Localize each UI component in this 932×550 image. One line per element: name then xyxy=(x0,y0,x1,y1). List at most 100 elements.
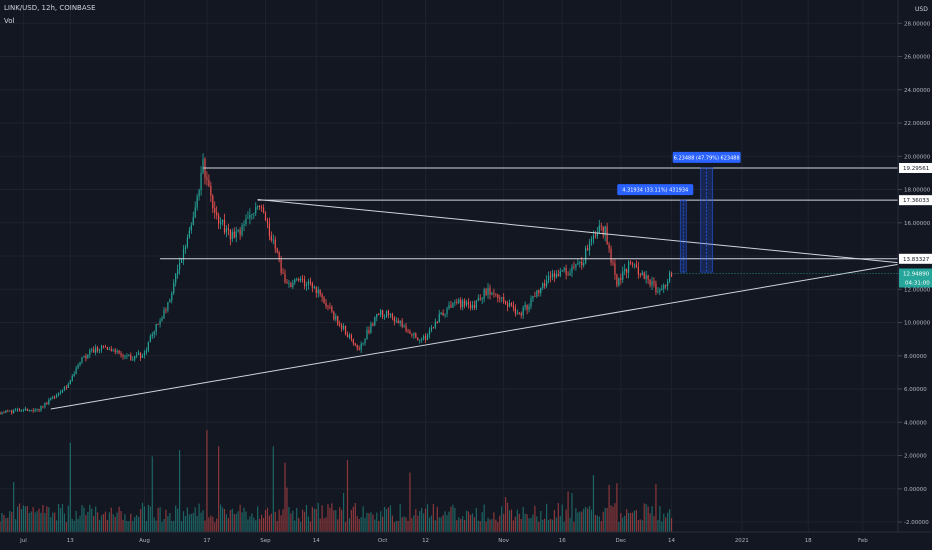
candle-body xyxy=(462,300,464,308)
trendlines[interactable] xyxy=(50,167,899,410)
candle-body xyxy=(257,206,259,208)
candle-body xyxy=(356,344,358,349)
candle-body xyxy=(354,343,356,345)
candle-body xyxy=(446,308,448,314)
projection-ranges[interactable]: 4.31934 (33.11%) 431934 6.23488 (47.79%) … xyxy=(617,151,741,273)
volume-bar xyxy=(663,513,665,532)
candle-body xyxy=(186,237,189,247)
candle-body xyxy=(229,229,231,240)
candle-body xyxy=(649,279,651,286)
volume-bar xyxy=(587,508,589,532)
candle-body xyxy=(132,359,134,361)
x-tick-label: Sep xyxy=(260,538,271,544)
volume-bar xyxy=(61,504,64,532)
volume-bar xyxy=(670,518,673,532)
candle-body xyxy=(495,293,497,295)
volume-bar xyxy=(454,507,456,532)
candle-body xyxy=(225,228,228,233)
candle-body xyxy=(450,305,452,308)
candle-body xyxy=(108,349,110,351)
volume-bar xyxy=(413,515,415,532)
volume-bar xyxy=(130,513,132,532)
volume-bar xyxy=(5,518,7,532)
volume-bar xyxy=(237,511,239,532)
candle-body xyxy=(260,206,263,208)
candle-body xyxy=(67,384,69,388)
candle-body xyxy=(272,239,274,241)
currency-label[interactable]: USD xyxy=(915,6,928,13)
candle-body xyxy=(317,289,319,294)
candle-body xyxy=(100,346,103,350)
candle-body xyxy=(571,266,573,273)
projection-label[interactable]: 6.23488 (47.79%) 623488 xyxy=(672,151,741,163)
candlestick-series xyxy=(0,153,673,415)
candle-body xyxy=(270,236,272,241)
volume-bar xyxy=(15,519,17,532)
volume-bar xyxy=(469,514,472,532)
volume-bar xyxy=(257,506,259,532)
volume-bar xyxy=(247,519,249,532)
candle-body xyxy=(477,298,479,301)
candle-body xyxy=(34,409,36,411)
candle-body xyxy=(339,324,341,326)
volume-bar xyxy=(227,518,230,532)
candle-body xyxy=(385,311,388,317)
candle-body xyxy=(551,273,554,278)
volume-bar xyxy=(186,507,189,532)
volume-bar xyxy=(32,506,34,532)
level-price-tag: 19.29561 xyxy=(899,162,932,173)
y-tick-label: 16.00000 xyxy=(904,221,931,227)
volume-bar xyxy=(411,518,413,532)
volume-bar xyxy=(430,515,433,532)
candle-body xyxy=(329,307,331,308)
candle-body xyxy=(136,354,138,356)
x-tick-label: Feb xyxy=(858,538,868,544)
volume-bar xyxy=(48,507,50,532)
candle-body xyxy=(59,392,62,393)
candle-body xyxy=(202,159,204,174)
candle-body xyxy=(409,331,411,334)
volume-bar xyxy=(464,519,466,532)
volume-bar xyxy=(436,506,438,532)
symbol-title[interactable]: LINK/USD, 12h, COINBASE xyxy=(4,4,96,12)
candle-body xyxy=(348,335,351,337)
candle-body xyxy=(423,336,425,340)
volume-bar xyxy=(342,492,345,532)
volume-bar xyxy=(28,513,30,532)
volume-bar xyxy=(159,507,161,532)
volume-bar xyxy=(614,503,616,532)
candle-body xyxy=(444,313,446,316)
last-price-box xyxy=(899,268,932,288)
candle-body xyxy=(588,242,591,251)
volume-bar xyxy=(604,507,606,532)
volume-bar xyxy=(171,521,173,532)
volume-indicator-label[interactable]: Vol xyxy=(4,17,15,25)
volume-bar xyxy=(138,516,140,532)
volume-bar xyxy=(372,514,374,532)
candle-body xyxy=(292,282,294,288)
volume-bar xyxy=(348,518,351,532)
descending-trendline[interactable] xyxy=(257,199,899,264)
volume-bar xyxy=(63,513,66,532)
volume-bar xyxy=(649,513,651,532)
candle-body xyxy=(493,292,495,294)
candle-body xyxy=(590,239,593,243)
ascending-trendline[interactable] xyxy=(50,263,899,410)
volume-bar xyxy=(9,510,11,532)
volume-bar xyxy=(188,514,190,532)
candle-body xyxy=(624,269,626,272)
candle-body xyxy=(655,283,657,293)
volume-bar xyxy=(409,472,411,532)
candle-body xyxy=(380,310,382,316)
volume-bar xyxy=(77,518,79,532)
time-axis[interactable]: Jul 13 Aug 17 Sep 14 Oct 12 Nov 16 Dec 14 2021 18 Feb xyxy=(19,538,868,544)
volume-bar xyxy=(341,509,343,532)
candle-body xyxy=(311,283,313,288)
candle-body xyxy=(134,355,136,360)
volume-bar xyxy=(325,517,327,532)
volume-bar xyxy=(309,521,311,532)
chart-grid xyxy=(0,0,898,532)
projection-label[interactable]: 4.31934 (33.11%) 431934 xyxy=(617,184,694,196)
candle-body xyxy=(245,218,247,225)
